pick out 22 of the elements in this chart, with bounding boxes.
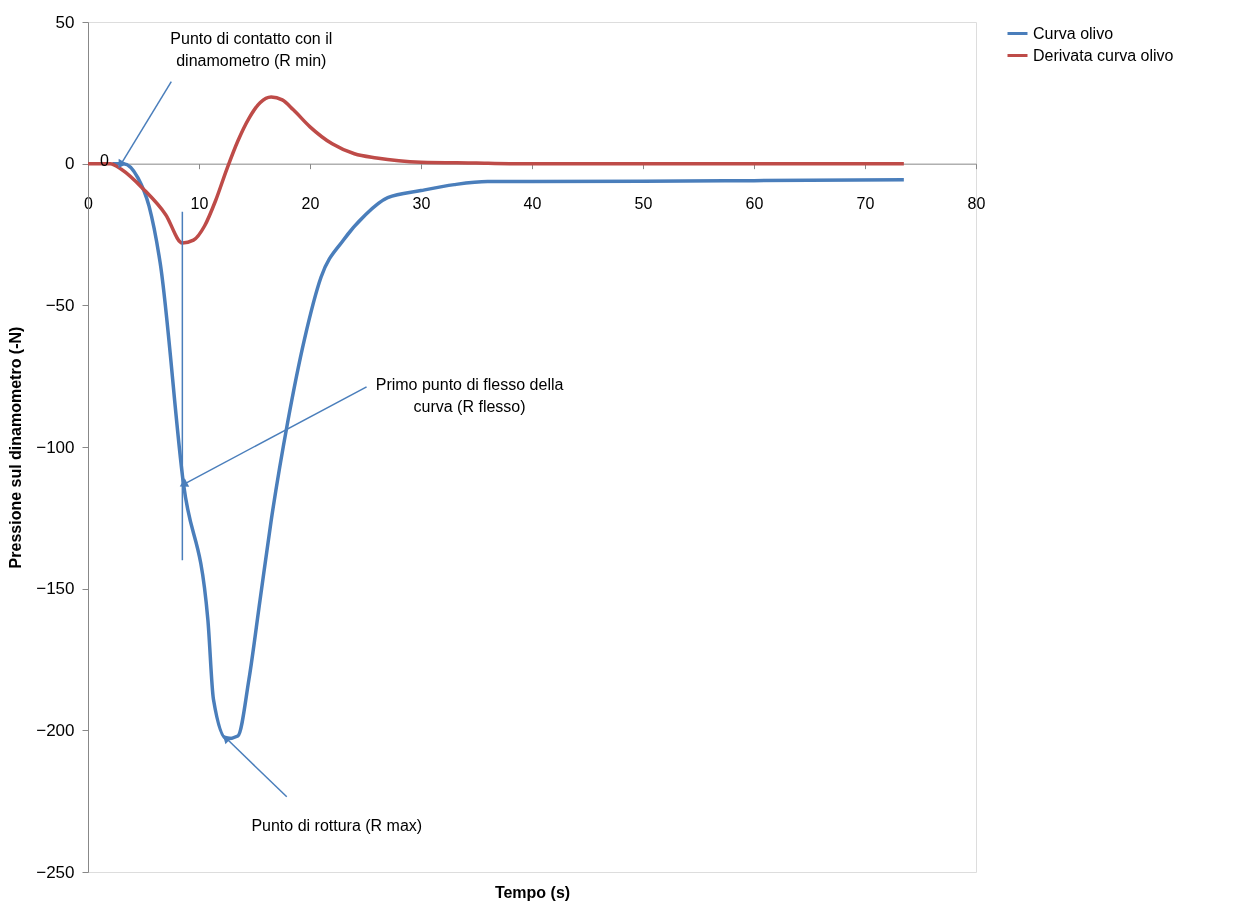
legend-label: Derivata curva olivo	[1033, 46, 1174, 64]
y-tick-label: 50	[55, 12, 75, 32]
y-tick-label: 0	[65, 154, 75, 174]
annotation: Primo punto di flesso della curva (R flesso)	[375, 375, 564, 415]
x-tick-label: 30	[412, 195, 431, 213]
x-tick-label: 20	[301, 195, 320, 213]
x-tick-label: 40	[523, 195, 542, 213]
y-tick-label: −100	[36, 437, 75, 457]
y-tick-label: −150	[36, 579, 75, 599]
x-tick-label: 60	[745, 195, 764, 213]
x-tick-label: 10	[190, 195, 209, 213]
y-tick-label: −200	[36, 720, 75, 740]
legend-label: Curva olivo	[1033, 24, 1114, 42]
y-tick-label: −250	[36, 862, 75, 882]
x-tick-label: 50	[634, 195, 653, 213]
x-tick-label: 80	[967, 195, 986, 213]
annotation: Punto di contatto con il dinamometro (R min)	[170, 29, 333, 69]
x-tick-label: 70	[856, 195, 875, 213]
annotation: Punto di rottura (R max)	[251, 816, 423, 834]
y-axis-title: Pressione sul dinamometro (-N)	[7, 326, 25, 569]
x-axis-title: Tempo (s)	[494, 883, 571, 901]
y-tick-label: −50	[45, 295, 75, 315]
